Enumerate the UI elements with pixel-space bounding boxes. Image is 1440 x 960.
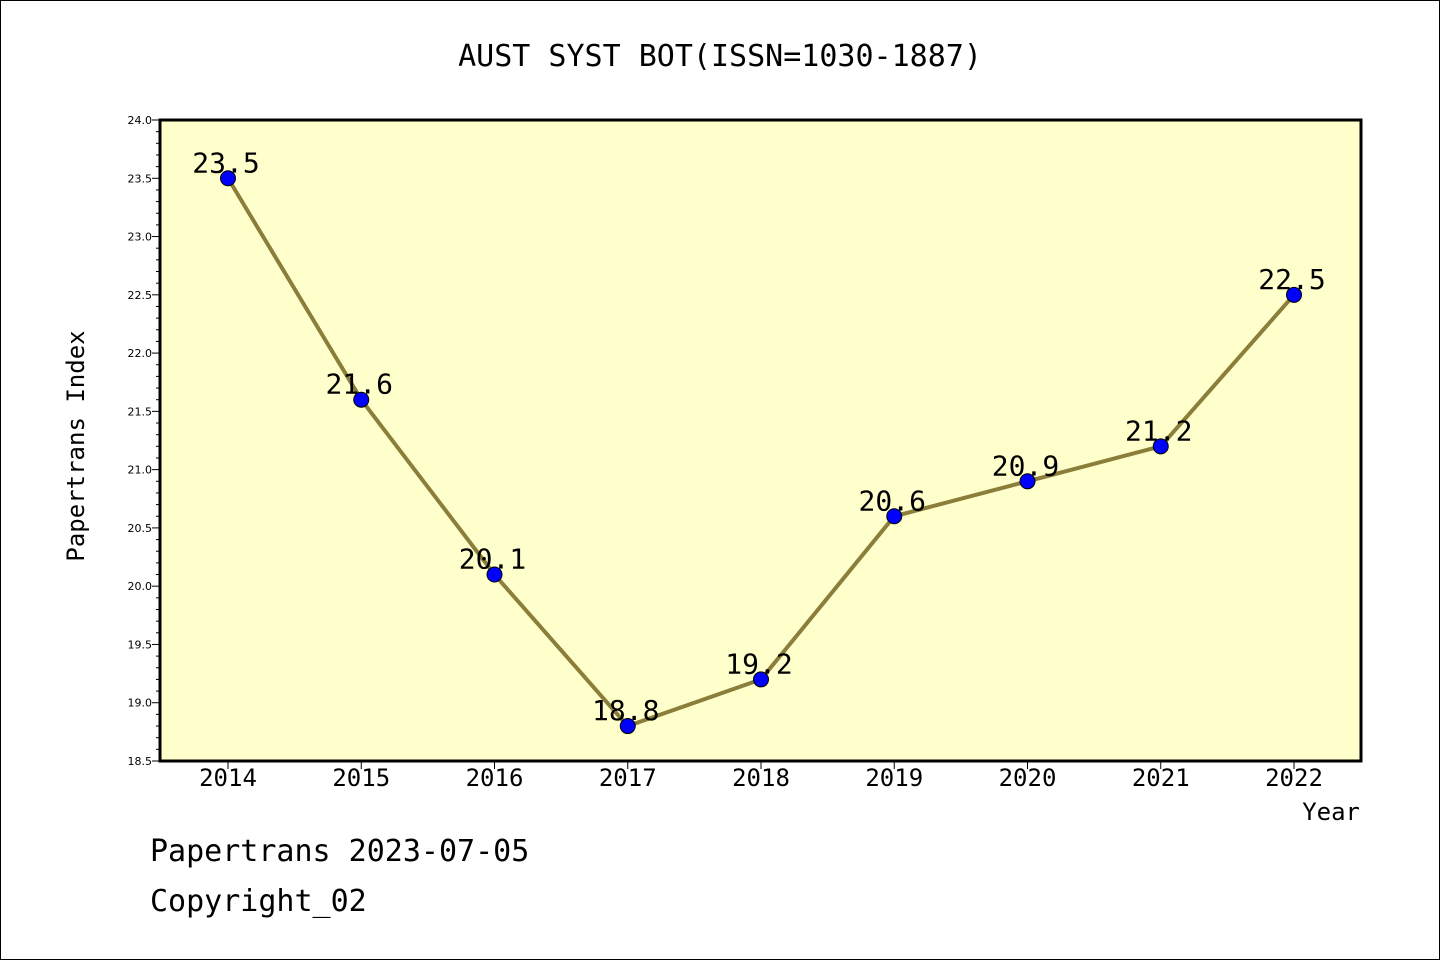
x-tick-label: 2018 — [732, 764, 790, 792]
footer-copyright-text: Copyright_02 — [150, 884, 367, 919]
y-tick-label: 23.5 — [128, 172, 153, 185]
y-tick-label: 20.0 — [128, 580, 153, 593]
chart-title: AUST SYST BOT(ISSN=1030-1887) — [458, 39, 982, 74]
y-tick-label: 19.5 — [128, 638, 153, 651]
data-label: 18.8 — [592, 694, 659, 727]
data-point — [619, 718, 636, 735]
data-point — [1286, 286, 1302, 303]
x-tick-label: 2016 — [466, 764, 524, 792]
x-tick-label: 2019 — [865, 764, 923, 792]
y-tick-label: 23.0 — [128, 231, 153, 244]
data-point — [886, 508, 903, 525]
series-layer: 23.5 21.6 20.1 18.8 19.2 20.6 20.9 21.2 22.5 — [192, 146, 1326, 735]
data-point — [753, 671, 769, 688]
y-tick-label: 20.5 — [128, 522, 153, 535]
data-label: 20.1 — [459, 543, 526, 576]
y-tick-label: 19.0 — [128, 697, 153, 710]
data-label: 20.6 — [859, 484, 926, 517]
y-tick-label: 18.5 — [128, 755, 153, 768]
data-point — [353, 391, 370, 408]
data-label: 21.6 — [326, 368, 393, 401]
data-label: 20.9 — [992, 449, 1059, 482]
y-tick-label: 22.5 — [128, 289, 153, 302]
x-axis-label: Year — [1302, 798, 1360, 826]
footer-date-text: Papertrans 2023-07-05 — [150, 834, 530, 869]
data-point — [1152, 438, 1169, 455]
x-axis: 2014 2015 2016 2017 2018 2019 2020 2021 2022 — [199, 761, 1323, 792]
y-tick-label: 22.0 — [128, 347, 153, 360]
x-tick-label: 2021 — [1132, 764, 1190, 792]
x-tick-label: 2014 — [199, 764, 257, 792]
x-tick-label: 2022 — [1265, 764, 1323, 792]
data-label: 23.5 — [192, 146, 259, 179]
x-tick-label: 2015 — [332, 764, 390, 792]
data-label: 21.2 — [1125, 414, 1192, 447]
y-tick-label: 21.0 — [128, 464, 153, 477]
data-label: 22.5 — [1258, 263, 1325, 296]
data-point — [486, 566, 503, 583]
y-axis: 18.5 19.0 19.5 20.0 20.5 21.0 21.5 22.0 22.5 23.0… — [128, 114, 160, 768]
data-point — [1019, 473, 1036, 490]
data-label: 19.2 — [725, 647, 792, 680]
data-point — [220, 170, 236, 187]
x-tick-label: 2017 — [599, 764, 657, 792]
x-tick-label: 2020 — [999, 764, 1057, 792]
y-tick-label: 21.5 — [128, 405, 153, 418]
y-tick-label: 24.0 — [128, 114, 153, 127]
y-axis-label: Papertrans Index — [62, 330, 90, 561]
